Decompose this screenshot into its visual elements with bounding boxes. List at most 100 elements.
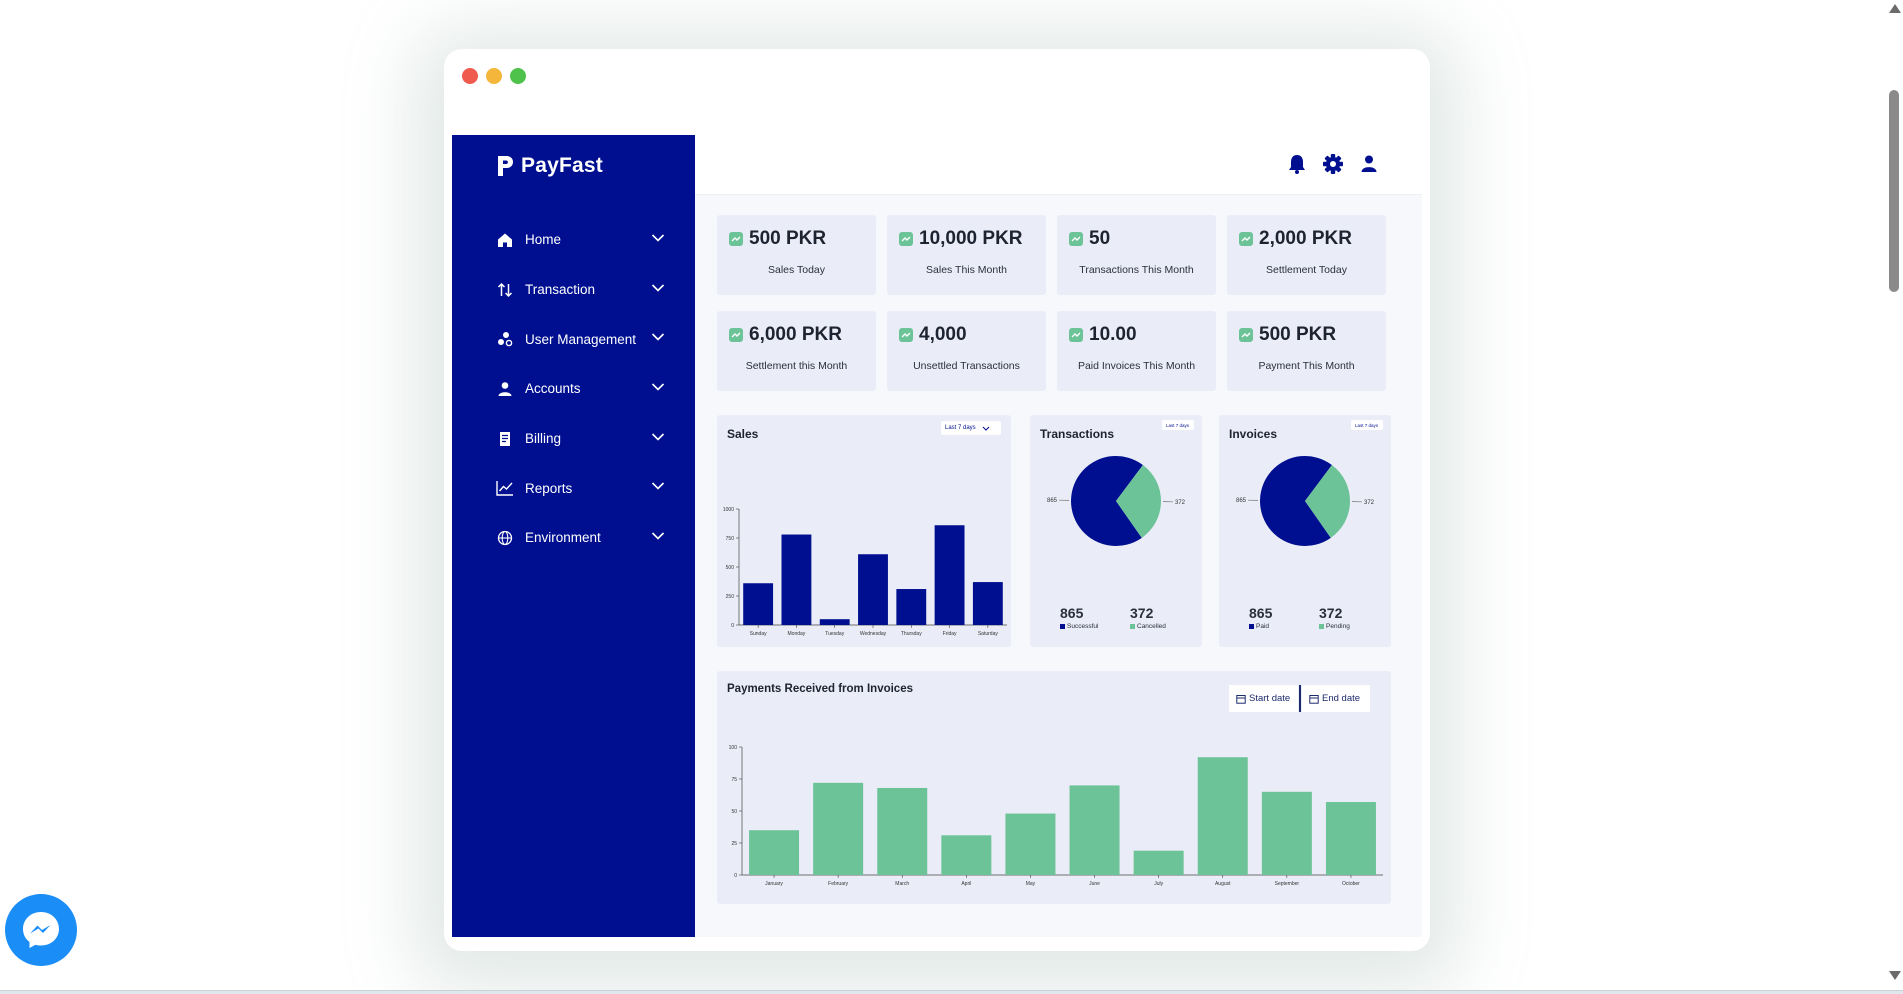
logo[interactable]: PayFast — [496, 154, 603, 178]
sidebar-nav: Home Transaction User Management — [452, 215, 695, 563]
bar — [877, 787, 928, 875]
bar — [1133, 850, 1184, 875]
sidebar-item-label: Reports — [525, 480, 573, 496]
calendar-icon — [1309, 694, 1319, 704]
scroll-up-icon[interactable] — [1889, 4, 1901, 13]
stat-card-transactions-month[interactable]: 50 Transactions This Month — [1057, 215, 1216, 295]
x-tick-label: August — [1215, 881, 1231, 887]
period-select[interactable]: Last 7 days — [1162, 420, 1194, 430]
bell-icon[interactable] — [1286, 153, 1308, 175]
invoices-panel: Invoices Last 7 days 865 372 865 372 Paid… — [1219, 415, 1391, 647]
bar — [1325, 802, 1376, 875]
stat-card-paid-invoices[interactable]: 10.00 Paid Invoices This Month — [1057, 311, 1216, 391]
x-tick-label: January — [765, 881, 783, 887]
period-select-label: Last 7 days — [1166, 422, 1190, 428]
bar — [896, 589, 927, 625]
end-date-button[interactable]: End date — [1302, 685, 1370, 712]
bar — [813, 782, 864, 875]
chevron-down-icon — [651, 532, 665, 540]
close-dot-icon — [462, 68, 478, 84]
mockup-window: PayFast Home Transaction — [444, 49, 1430, 951]
x-tick-label: Tuesday — [825, 631, 844, 637]
legend-item: Successful — [1060, 623, 1098, 630]
sidebar-item-user-management[interactable]: User Management — [452, 314, 695, 364]
maximize-dot-icon — [510, 68, 526, 84]
chevron-down-icon — [651, 433, 665, 441]
x-tick-label: April — [961, 881, 971, 887]
period-select-label: Last 7 days — [945, 425, 976, 431]
trend-up-icon — [729, 328, 743, 342]
scroll-down-icon[interactable] — [1889, 971, 1901, 980]
stat-card-settlement-today[interactable]: 2,000 PKR Settlement Today — [1227, 215, 1386, 295]
sidebar-item-label: Home — [525, 232, 562, 248]
globe-icon — [496, 529, 514, 547]
sidebar-item-transaction[interactable]: Transaction — [452, 265, 695, 315]
x-tick-label: Saturday — [978, 631, 999, 637]
scrollbar-thumb[interactable] — [1889, 90, 1899, 292]
gear-icon[interactable] — [1322, 153, 1344, 175]
messenger-icon — [23, 912, 59, 948]
chevron-down-icon — [651, 333, 665, 342]
pie-total-value: 372 — [1319, 605, 1343, 621]
panel-title: Payments Received from Invoices — [727, 683, 913, 695]
chevron-down-icon — [651, 383, 665, 391]
transactions-panel: Transactions Last 7 days 865 372 865 372 … — [1030, 415, 1202, 647]
sidebar-item-home[interactable]: Home — [452, 215, 695, 265]
x-tick-label: July — [1154, 881, 1163, 887]
legend-label: Cancelled — [1137, 623, 1166, 630]
stat-label: Transactions This Month — [1079, 264, 1194, 276]
bottom-edge — [0, 990, 1903, 994]
period-select[interactable]: Last 7 days — [1351, 420, 1383, 430]
legend-swatch — [1060, 624, 1065, 629]
trend-up-icon — [1069, 232, 1083, 246]
start-date-label: Start date — [1249, 693, 1291, 704]
bar — [781, 534, 812, 625]
stat-card-sales-month[interactable]: 10,000 PKR Sales This Month — [887, 215, 1046, 295]
start-date-button[interactable]: Start date — [1229, 685, 1298, 712]
legend-swatch — [1249, 624, 1254, 629]
sales-bar-chart: 0 250 500 750 1000 Sunday Monday Tuesday Wednesd… — [723, 507, 1007, 637]
y-tick-label: 0 — [731, 623, 734, 629]
legend-swatch — [1130, 624, 1135, 629]
stat-label: Paid Invoices This Month — [1077, 360, 1196, 372]
period-select[interactable]: Last 7 days — [941, 421, 1001, 435]
end-date-label: End date — [1322, 693, 1361, 704]
panel-title: Sales — [727, 427, 759, 441]
stat-card-settlement-month[interactable]: 6,000 PKR Settlement this Month — [717, 311, 876, 391]
stat-value: 6,000 PKR — [749, 324, 842, 345]
stat-card-sales-today[interactable]: 500 PKR Sales Today — [717, 215, 876, 295]
bar — [1197, 757, 1248, 875]
legend-label: Pending — [1326, 623, 1350, 630]
legend-label: Successful — [1067, 623, 1099, 630]
sidebar: PayFast Home Transaction — [452, 135, 695, 937]
sidebar-item-environment[interactable]: Environment — [452, 513, 695, 563]
stat-card-payment-month[interactable]: 500 PKR Payment This Month — [1227, 311, 1386, 391]
y-tick-label: 0 — [734, 873, 737, 879]
chevron-down-icon — [651, 234, 665, 242]
user-icon[interactable] — [1358, 153, 1380, 175]
user-icon — [496, 380, 514, 398]
page-scrollbar[interactable] — [1885, 0, 1903, 994]
sidebar-item-accounts[interactable]: Accounts — [452, 364, 695, 414]
pie-value-label: 372 — [1364, 500, 1375, 506]
pie-slice — [1260, 456, 1332, 546]
legend-swatch — [1319, 624, 1324, 629]
stat-value: 50 — [1089, 228, 1111, 249]
pie-value-label: 865 — [1236, 498, 1247, 504]
stat-value: 500 PKR — [749, 228, 827, 249]
chevron-down-icon — [651, 482, 665, 491]
sidebar-item-billing[interactable]: Billing — [452, 414, 695, 464]
x-tick-label: May — [1026, 881, 1036, 887]
y-tick-label: 100 — [729, 745, 738, 751]
minimize-dot-icon — [486, 68, 502, 84]
sidebar-item-reports[interactable]: Reports — [452, 463, 695, 513]
messenger-chat-button[interactable] — [5, 894, 77, 966]
pie-value-label: 865 — [1047, 498, 1058, 504]
period-select-label: Last 7 days — [1355, 422, 1379, 428]
payfast-logo-icon — [496, 155, 516, 177]
legend-item: Paid — [1249, 623, 1269, 630]
x-tick-label: Monday — [788, 631, 806, 637]
bar — [934, 525, 965, 625]
stat-card-unsettled[interactable]: 4,000 Unsettled Transactions — [887, 311, 1046, 391]
transactions-pie-chart: 865 372 — [1047, 456, 1186, 546]
